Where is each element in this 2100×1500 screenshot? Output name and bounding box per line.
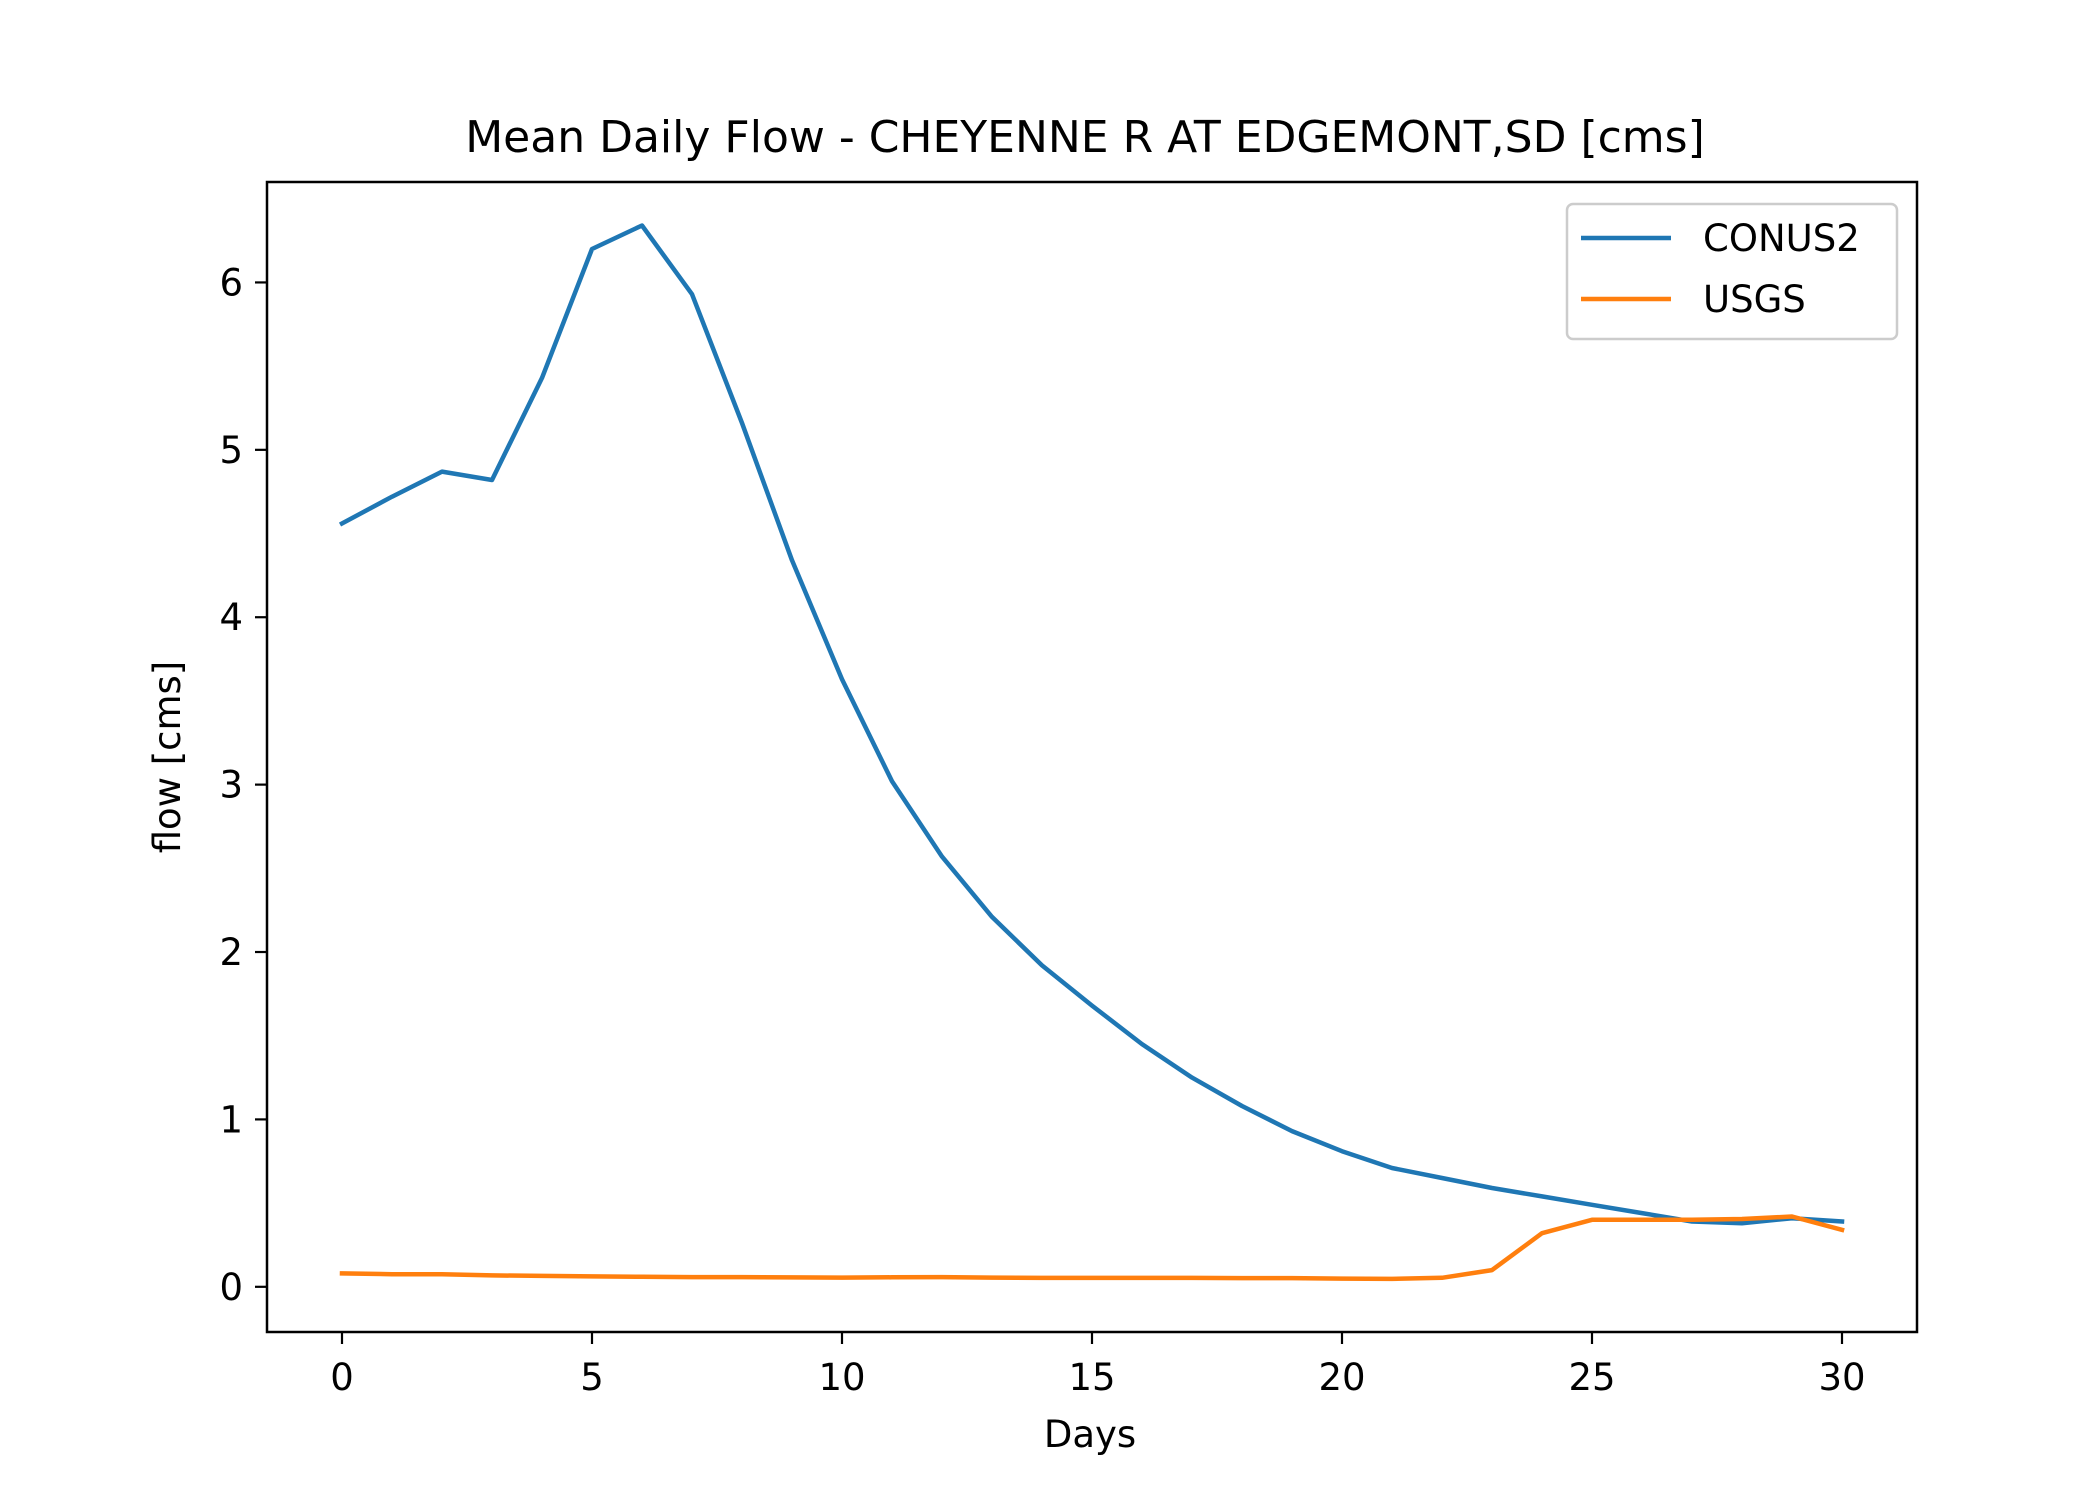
y-axis-label: flow [cms] xyxy=(146,661,189,854)
x-axis-label: Days xyxy=(1044,1413,1136,1456)
x-axis-ticks: 0 5 10 15 20 25 30 xyxy=(330,1332,1866,1399)
y-tick-label: 0 xyxy=(219,1266,243,1309)
x-tick-label: 30 xyxy=(1818,1356,1865,1399)
x-tick-label: 10 xyxy=(818,1356,865,1399)
series-line-usgs xyxy=(339,1214,1845,1282)
y-tick-label: 4 xyxy=(219,596,243,639)
y-tick-label: 3 xyxy=(219,764,243,807)
y-tick-label: 2 xyxy=(219,931,243,974)
x-tick-label: 20 xyxy=(1318,1356,1365,1399)
chart-title: Mean Daily Flow - CHEYENNE R AT EDGEMONT… xyxy=(465,112,1705,163)
series-line-conus2 xyxy=(338,223,1845,1226)
y-tick-label: 6 xyxy=(219,261,243,304)
legend-label-usgs: USGS xyxy=(1703,278,1806,321)
legend: CONUS2 USGS xyxy=(1565,202,1899,341)
y-tick-label: 1 xyxy=(219,1098,243,1141)
x-tick-label: 15 xyxy=(1068,1356,1115,1399)
plot-frame xyxy=(265,180,1919,1334)
x-tick-label: 5 xyxy=(580,1356,604,1399)
x-tick-label: 0 xyxy=(330,1356,354,1399)
plot-lines xyxy=(338,223,1845,1282)
y-tick-label: 5 xyxy=(219,429,243,472)
x-tick-label: 25 xyxy=(1568,1356,1615,1399)
legend-label-conus2: CONUS2 xyxy=(1703,217,1860,260)
y-axis-ticks: 0 1 2 3 4 5 6 xyxy=(219,261,267,1309)
